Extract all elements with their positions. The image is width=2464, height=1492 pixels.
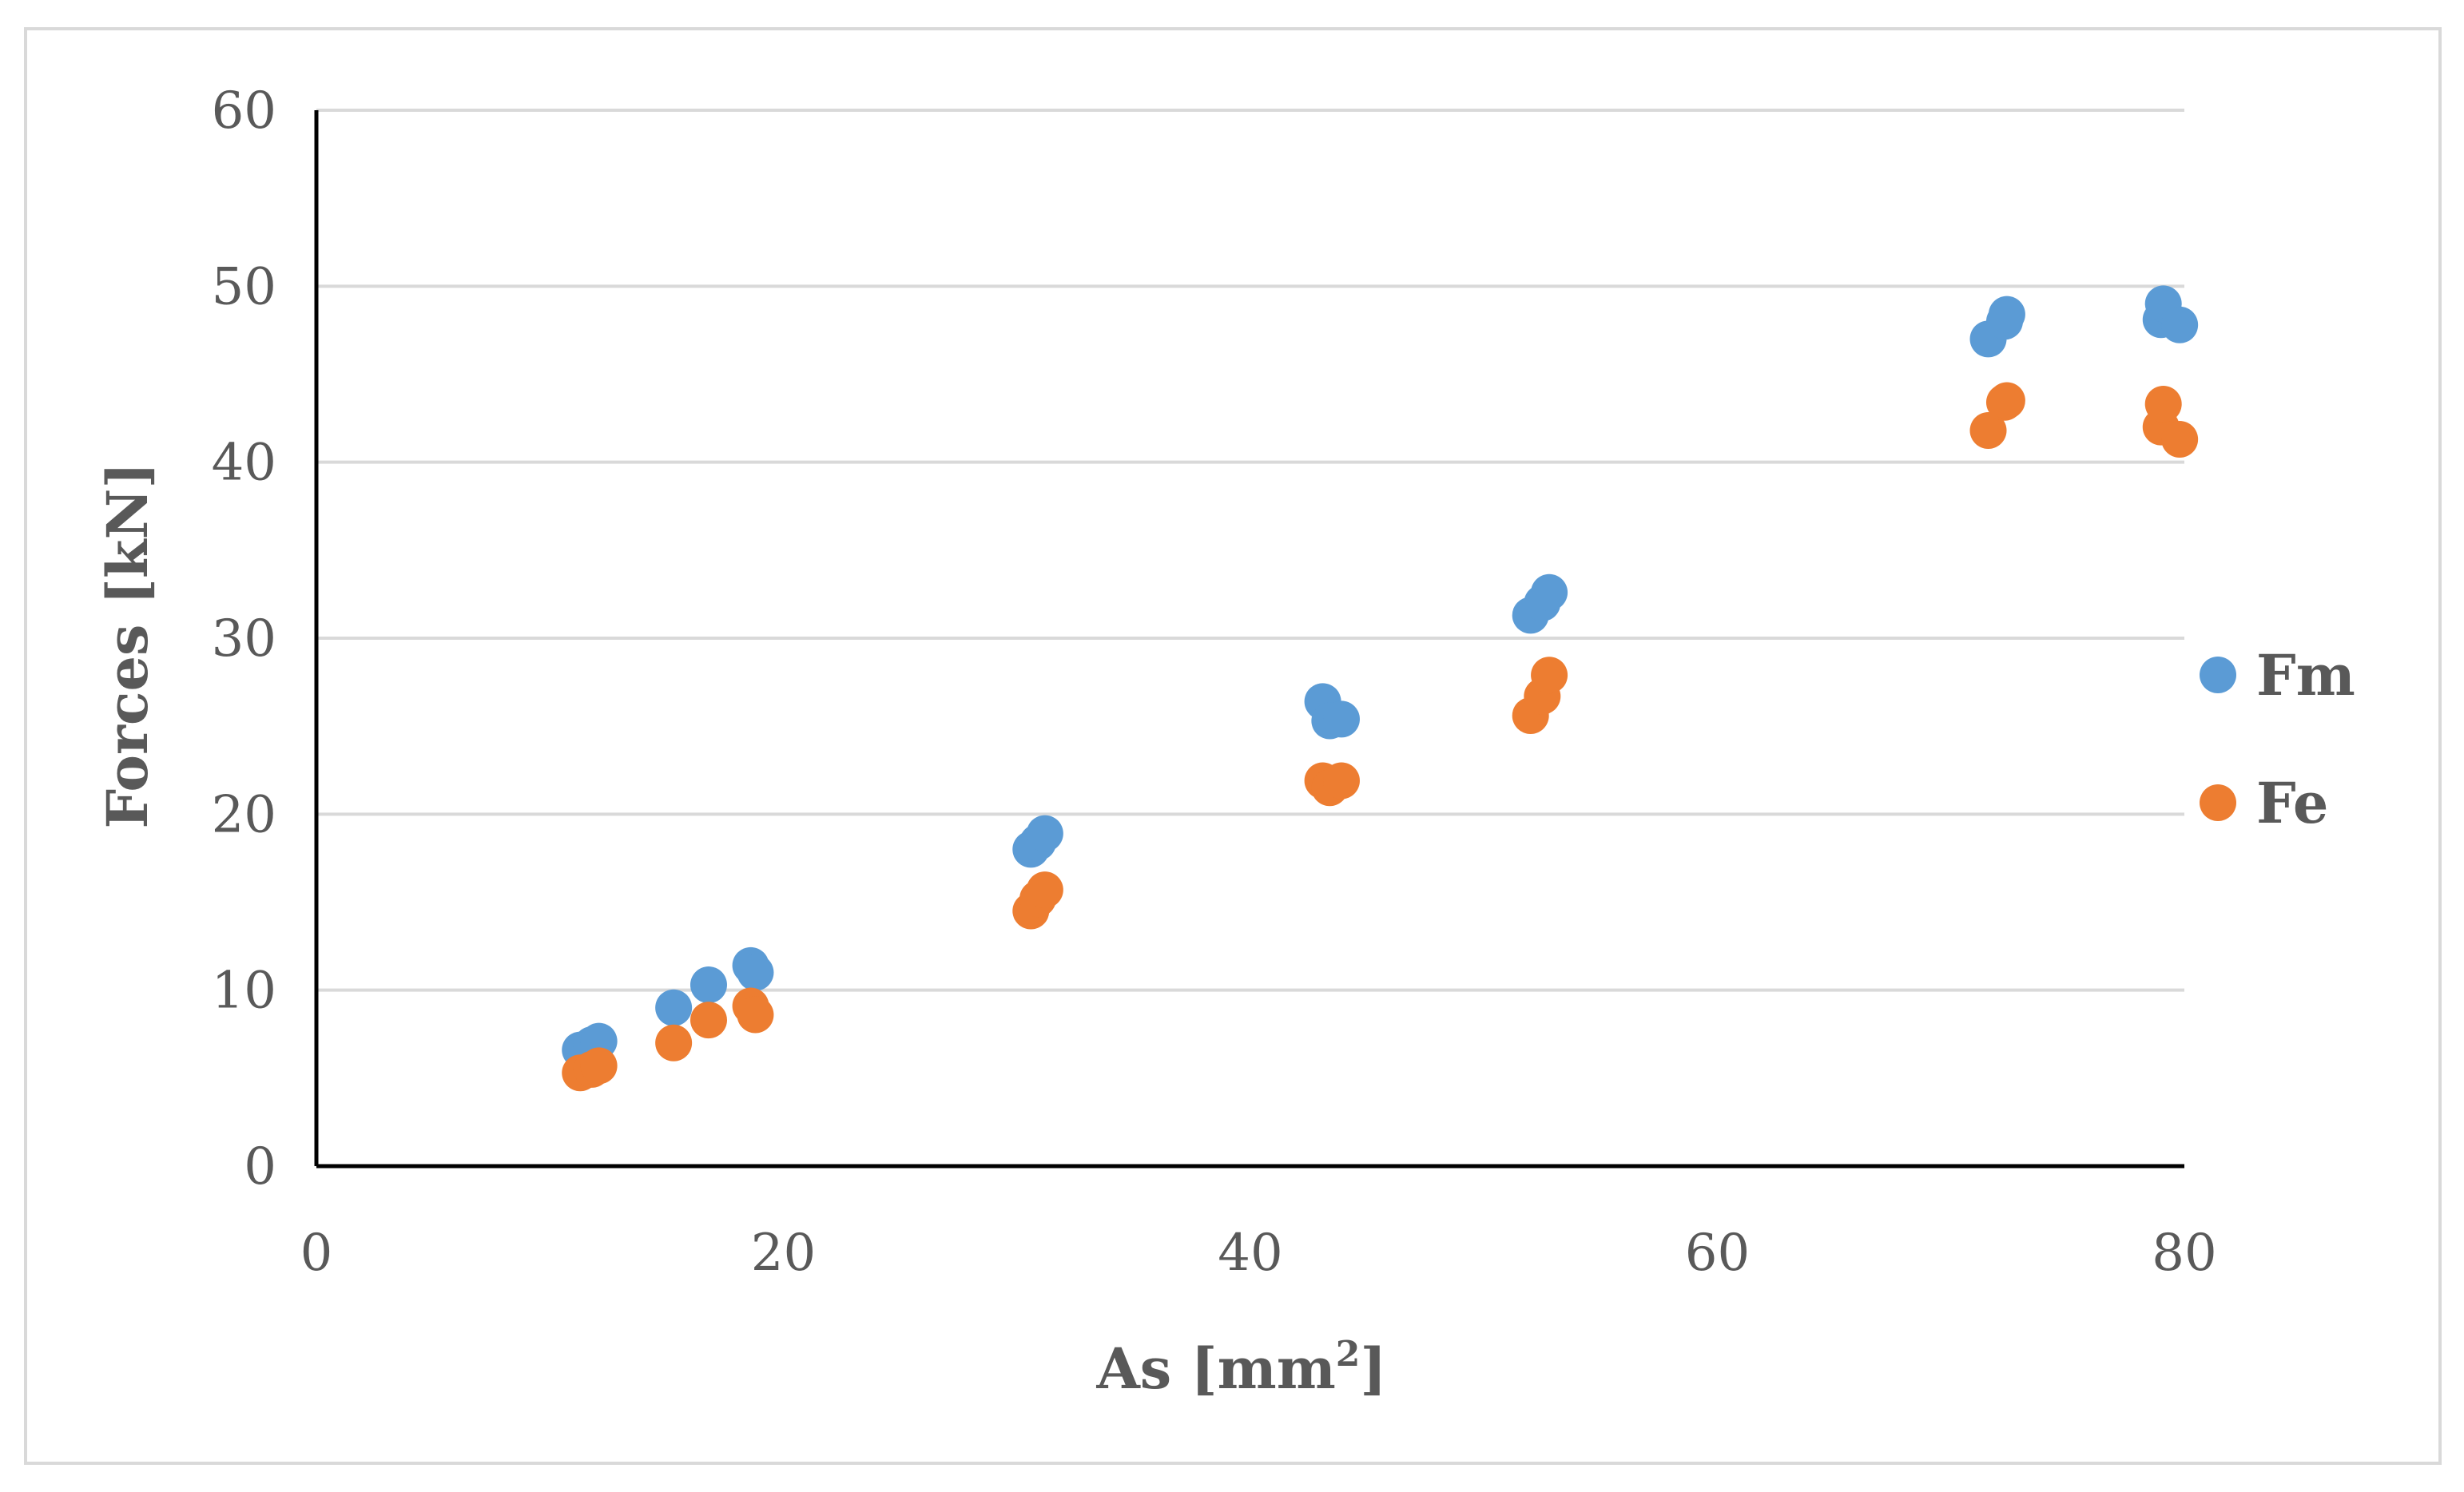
chart-frame: 0 10 20 30 40 50 60 0 20 40 60 80 Forces [kN] As […: [24, 27, 2442, 1465]
scatter-chart: 0 10 20 30 40 50 60 0 20 40 60 80 Forces [kN] As […: [94, 81, 2355, 1402]
legend-label-fe: Fe: [2256, 770, 2328, 836]
data-point-fe: [1322, 762, 1360, 800]
data-point-fe: [2144, 385, 2182, 423]
x-axis-title-superscript: 2: [1336, 1334, 1361, 1375]
y-tick-label: 60: [212, 81, 276, 141]
data-point-fm: [737, 954, 774, 991]
data-point-fm: [1322, 700, 1360, 738]
legend-marker-fm: [2200, 657, 2236, 693]
x-tick-label: 40: [1218, 1224, 1282, 1283]
y-tick-label: 40: [212, 434, 276, 493]
axes: [314, 110, 2184, 1169]
data-point-fe: [1026, 871, 1063, 909]
x-axis-title-suffix: ]: [1360, 1335, 1386, 1402]
x-tick-label: 80: [2152, 1224, 2216, 1283]
data-point-fm: [1026, 815, 1063, 852]
y-tick-label: 20: [212, 785, 276, 844]
data-point-fm: [1531, 573, 1568, 611]
data-point-fm: [655, 989, 693, 1026]
data-point-fe: [1531, 657, 1568, 694]
legend: Fm Fe: [2200, 642, 2355, 836]
legend-marker-fe: [2200, 784, 2236, 821]
data-point-fm: [1988, 296, 2025, 333]
data-point-fe: [1969, 412, 2007, 450]
x-axis-title: As [mm2]: [1095, 1334, 1386, 1402]
data-point-fm: [2161, 306, 2199, 343]
x-tick-labels: 0 20 40 60 80: [300, 1224, 2217, 1283]
data-points: [562, 285, 2199, 1092]
y-tick-label: 0: [244, 1137, 276, 1196]
x-tick-label: 60: [1685, 1224, 1750, 1283]
x-axis-title-base: As [mm: [1095, 1335, 1335, 1402]
data-point-fe: [2161, 421, 2199, 458]
x-tick-label: 0: [300, 1224, 333, 1283]
data-point-fe: [580, 1047, 618, 1085]
data-point-fe: [737, 996, 774, 1034]
data-point-fe: [1988, 382, 2025, 419]
y-axis-title: Forces [kN]: [94, 462, 161, 828]
data-point-fe: [690, 1002, 727, 1039]
data-point-fm: [690, 966, 727, 1004]
y-tick-label: 10: [212, 962, 276, 1021]
gridlines: [316, 109, 2184, 992]
legend-label-fm: Fm: [2256, 642, 2355, 708]
y-tick-labels: 0 10 20 30 40 50 60: [212, 81, 276, 1196]
data-point-fe: [655, 1024, 693, 1061]
y-tick-label: 30: [212, 609, 276, 669]
y-tick-label: 50: [212, 257, 276, 316]
x-tick-label: 20: [751, 1224, 816, 1283]
